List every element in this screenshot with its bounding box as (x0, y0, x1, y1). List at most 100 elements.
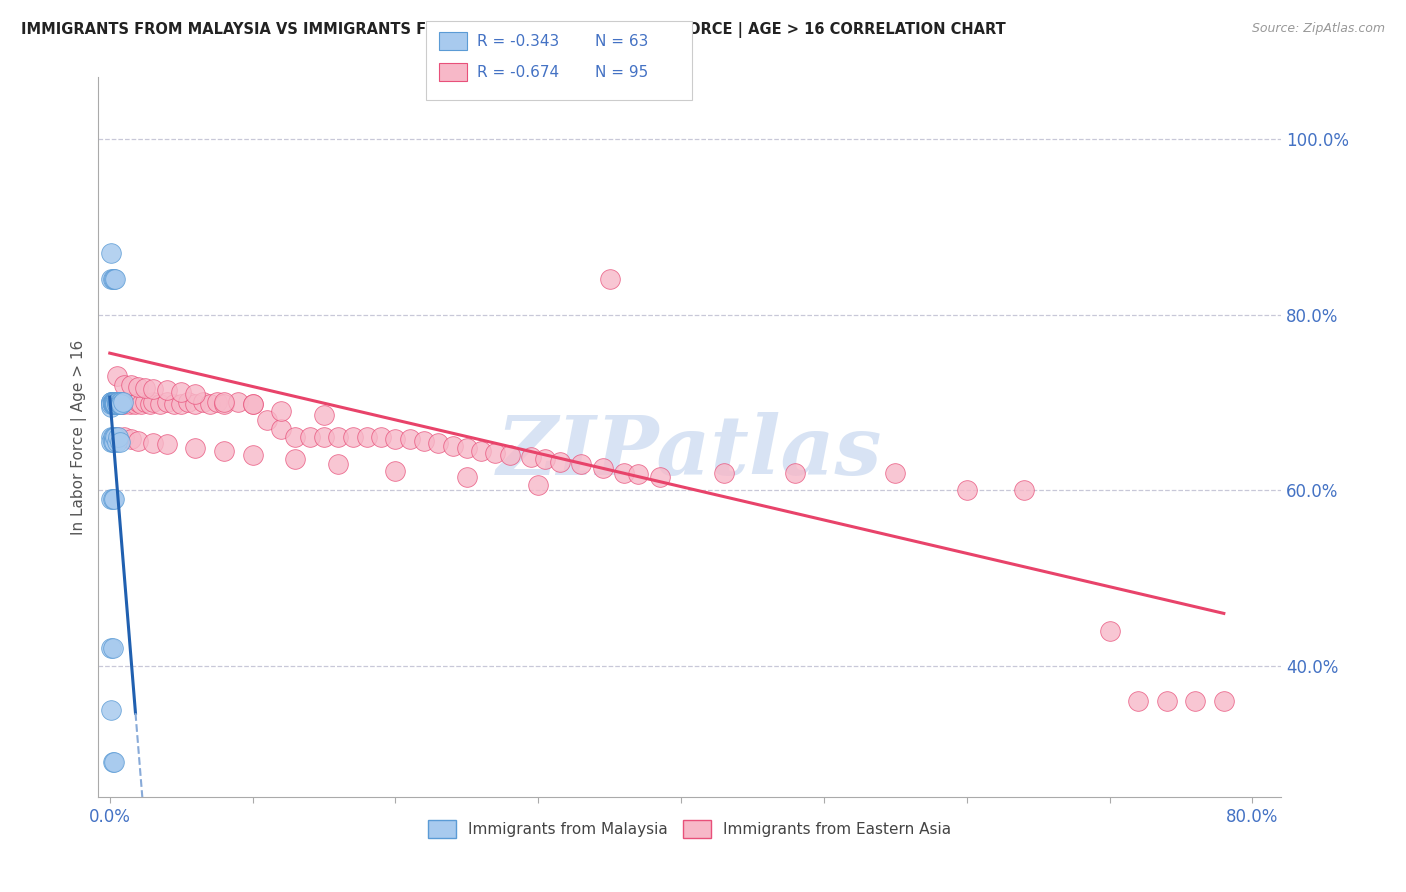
Point (484, 446, 506, 460)
Point (101, 397, 124, 411)
Point (627, 467, 650, 482)
Point (107, 430, 129, 444)
Point (384, 464, 406, 478)
Text: N = 63: N = 63 (595, 34, 648, 48)
Point (191, 395, 214, 409)
Point (105, 397, 128, 411)
Point (107, 395, 129, 409)
Point (108, 434, 131, 449)
Point (103, 395, 125, 409)
Point (212, 397, 235, 411)
Point (101, 491, 124, 506)
Point (107, 395, 129, 409)
Point (104, 397, 127, 411)
Text: R = -0.674: R = -0.674 (477, 65, 558, 79)
Point (413, 434, 436, 448)
Point (105, 434, 128, 449)
Point (108, 395, 131, 409)
Point (1126, 694, 1149, 708)
Point (111, 395, 134, 409)
Point (127, 379, 149, 393)
Legend: Immigrants from Malaysia, Immigrants from Eastern Asia: Immigrants from Malaysia, Immigrants fro… (422, 814, 957, 844)
Point (104, 395, 127, 409)
Point (212, 444, 235, 458)
Point (456, 470, 478, 484)
Point (108, 395, 131, 409)
Point (121, 395, 143, 409)
Point (284, 430, 307, 444)
Point (101, 395, 124, 409)
Point (101, 395, 124, 409)
Point (104, 395, 127, 409)
Point (118, 397, 141, 411)
Point (112, 430, 135, 444)
Text: N = 95: N = 95 (595, 65, 648, 79)
Point (101, 756, 124, 770)
Point (105, 395, 128, 409)
Point (270, 404, 292, 418)
Point (129, 397, 152, 411)
Point (242, 448, 264, 462)
Point (384, 432, 406, 446)
Point (104, 397, 127, 411)
Point (613, 466, 636, 480)
Point (284, 452, 307, 467)
Point (1184, 694, 1206, 708)
Point (312, 430, 335, 444)
Point (398, 432, 420, 446)
Point (312, 409, 335, 423)
Text: IMMIGRANTS FROM MALAYSIA VS IMMIGRANTS FROM EASTERN ASIA IN LABOR FORCE | AGE > : IMMIGRANTS FROM MALAYSIA VS IMMIGRANTS F… (21, 22, 1005, 38)
Point (103, 395, 125, 409)
Point (101, 397, 124, 411)
Point (456, 441, 478, 455)
Point (104, 395, 127, 409)
Point (648, 470, 671, 484)
Point (212, 395, 235, 409)
Point (110, 397, 132, 411)
Point (100, 395, 122, 409)
Point (177, 395, 200, 409)
Point (1212, 694, 1234, 708)
Point (107, 430, 129, 444)
Point (270, 422, 292, 436)
Point (242, 397, 264, 411)
Point (298, 430, 321, 444)
Point (107, 395, 129, 409)
Point (142, 395, 165, 409)
Point (100, 246, 122, 260)
Point (104, 397, 127, 411)
Point (101, 395, 124, 409)
Point (103, 434, 125, 449)
Point (100, 641, 122, 656)
Point (163, 397, 186, 411)
Point (184, 441, 207, 455)
Point (256, 413, 278, 427)
Point (101, 395, 124, 409)
Point (100, 400, 122, 414)
Point (242, 397, 264, 411)
Point (103, 395, 125, 409)
Point (328, 457, 350, 471)
Text: ZIPatlas: ZIPatlas (496, 412, 883, 491)
Point (104, 272, 127, 286)
Point (100, 703, 122, 717)
Point (103, 397, 125, 411)
Point (1098, 624, 1121, 638)
Point (713, 466, 735, 480)
Point (103, 397, 125, 411)
Point (527, 478, 550, 492)
Point (569, 457, 592, 471)
Point (127, 434, 149, 448)
Point (100, 272, 122, 286)
Point (105, 395, 128, 409)
Point (228, 395, 250, 409)
Point (105, 397, 128, 411)
Point (427, 435, 450, 450)
Point (884, 466, 907, 480)
Point (110, 395, 132, 409)
Point (101, 397, 124, 411)
Point (328, 430, 350, 444)
Point (342, 430, 364, 444)
Point (156, 383, 179, 397)
Point (198, 397, 221, 411)
